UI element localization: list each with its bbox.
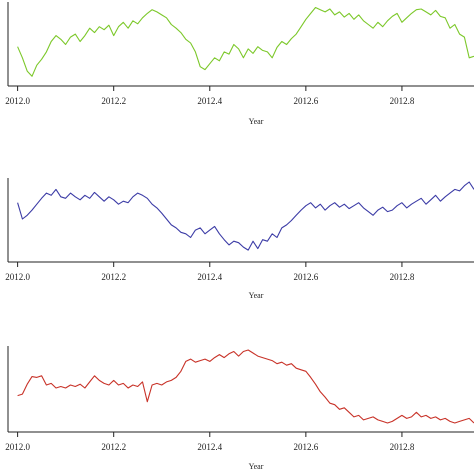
panel-1-x-tick-label: 2012.4 bbox=[197, 96, 222, 106]
panel-3-x-tick-label: 2012.2 bbox=[101, 442, 126, 452]
panel-1-x-tick-label: 2012.6 bbox=[293, 96, 318, 106]
panel-3-x-tick-label: 2012.0 bbox=[5, 442, 30, 452]
panel-3-x-axis-title: Year bbox=[249, 462, 264, 471]
panel-2-x-tick-label: 2012.6 bbox=[293, 272, 318, 282]
panel-3-x-tick-label: 2012.8 bbox=[390, 442, 415, 452]
panel-1-series-line bbox=[17, 6, 474, 77]
panel-1-x-tick-label: 2012.2 bbox=[101, 96, 126, 106]
panel-3-x-tick-label: 2012.6 bbox=[293, 442, 318, 452]
panel-1: 2012.0 2012.2 2012.4 2012.6 2012.8 Year bbox=[5, 2, 474, 126]
panel-2-series-line bbox=[17, 181, 474, 251]
panel-3-series-line bbox=[17, 349, 474, 424]
panel-3: 2012.0 2012.2 2012.4 2012.6 2012.8 Year bbox=[5, 346, 474, 471]
panel-3-plot-area: 2012.0 2012.2 2012.4 2012.6 2012.8 bbox=[5, 346, 474, 452]
panel-2-plot-area: 2012.0 2012.2 2012.4 2012.6 2012.8 bbox=[5, 178, 474, 282]
panel-2-x-tick-label: 2012.2 bbox=[101, 272, 126, 282]
panel-2-x-axis-title: Year bbox=[249, 291, 264, 300]
panel-2-x-tick-label: 2012.8 bbox=[390, 272, 415, 282]
panel-1-x-axis-title: Year bbox=[249, 117, 264, 126]
panel-1-x-tick-label: 2012.0 bbox=[5, 96, 30, 106]
panel-1-x-tick-label: 2012.8 bbox=[390, 96, 415, 106]
panel-2-x-tick-label: 2012.0 bbox=[5, 272, 30, 282]
panel-2-x-tick-label: 2012.4 bbox=[197, 272, 222, 282]
panel-1-plot-area: 2012.0 2012.2 2012.4 2012.6 2012.8 bbox=[5, 2, 474, 106]
panel-2: 2012.0 2012.2 2012.4 2012.6 2012.8 Year bbox=[5, 178, 474, 300]
panel-3-x-tick-label: 2012.4 bbox=[197, 442, 222, 452]
